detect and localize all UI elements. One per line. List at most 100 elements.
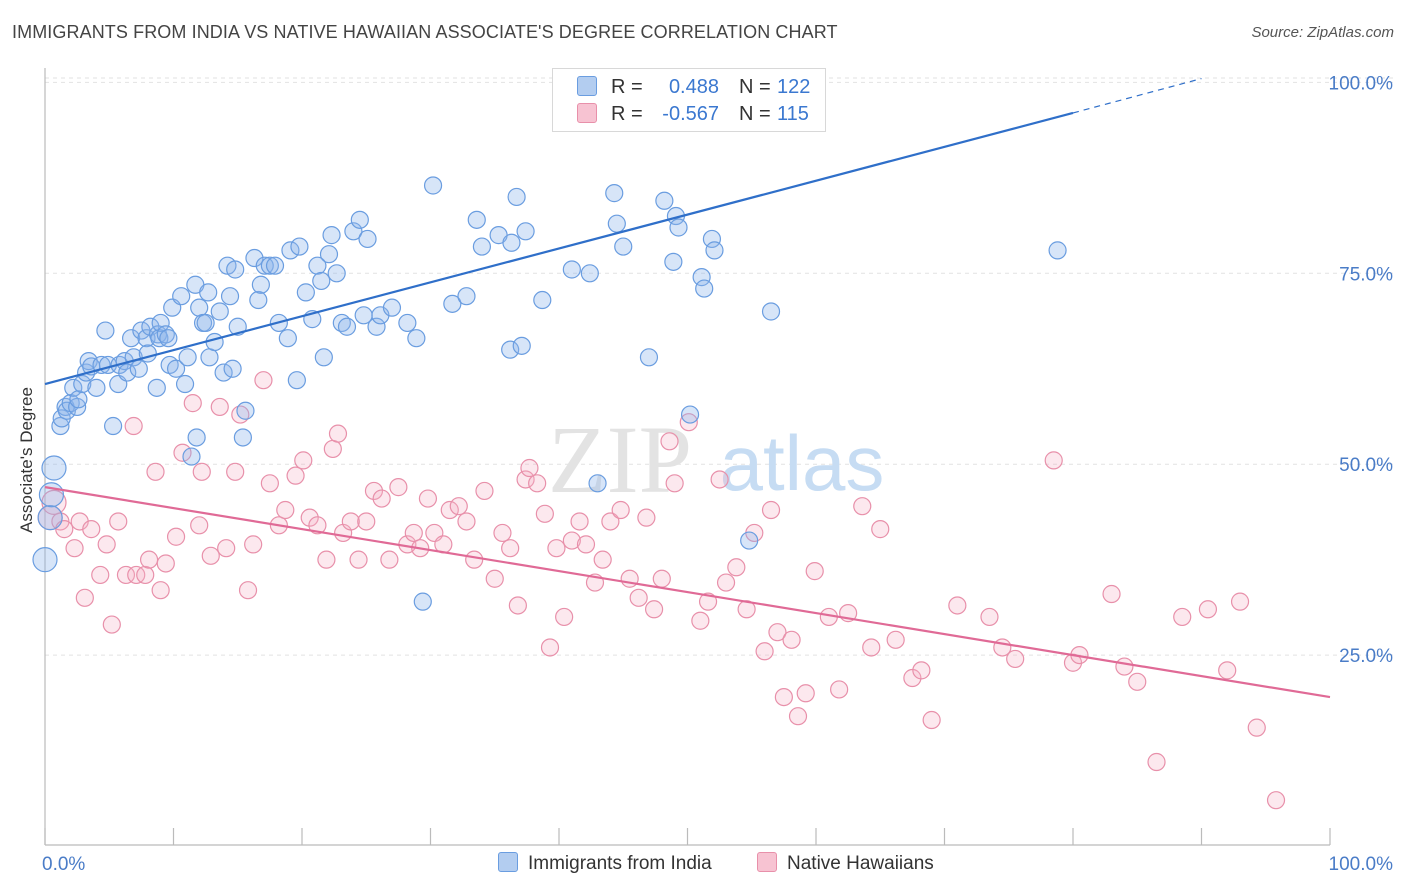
hawaiian-point	[520, 458, 539, 478]
india-point	[407, 329, 426, 348]
india-point	[172, 287, 191, 306]
hawaiian-point	[418, 489, 438, 508]
hawaiian-point	[761, 500, 781, 520]
hawaiian-point	[294, 451, 313, 470]
india-point	[121, 329, 141, 348]
india-point	[580, 264, 599, 283]
y-tick-label: 50.0%	[1339, 455, 1393, 476]
india-point	[413, 592, 432, 611]
hawaiian-point	[91, 565, 110, 585]
legend-r-value: -0.567	[662, 103, 719, 125]
hawaiian-point	[260, 474, 279, 493]
legend-item-india: Immigrants from India	[498, 852, 712, 875]
grid-lines	[45, 77, 1395, 656]
india-point	[588, 474, 607, 493]
hawaiian-point	[192, 462, 211, 481]
india-point	[37, 505, 63, 531]
hawaiian-point	[637, 508, 656, 527]
india-point	[38, 482, 65, 508]
hawaiian-point	[226, 462, 245, 481]
india-point	[199, 283, 218, 302]
hawaiian-point	[796, 684, 815, 703]
hawaiian-point	[679, 413, 698, 432]
source-label: Source: ZipAtlas.com	[1251, 24, 1394, 41]
legend-n-label: N =	[739, 76, 771, 98]
legend-label-india: Immigrants from India	[528, 853, 712, 874]
chart-title: IMMIGRANTS FROM INDIA VS NATIVE HAWAIIAN…	[12, 22, 838, 42]
hawaiian-point	[1102, 584, 1121, 604]
legend-r-label: R =	[611, 76, 643, 98]
india-point	[702, 229, 722, 249]
india-point	[507, 187, 526, 207]
hawaiian-point	[871, 520, 890, 539]
hawaiian-point	[1115, 657, 1134, 676]
hawaiian-point	[109, 512, 128, 531]
hawaiian-point	[449, 497, 468, 516]
india-point	[137, 329, 156, 348]
india-point	[236, 401, 255, 420]
india-point	[692, 268, 711, 287]
legend-swatch-pink	[757, 852, 777, 872]
y-tick-label: 25.0%	[1339, 646, 1393, 667]
india-point	[607, 214, 626, 233]
hawaiian-point	[380, 550, 399, 569]
x-tick-label-max: 100.0%	[1329, 854, 1394, 875]
hawaiian-point	[146, 462, 165, 481]
hawaiian-point	[139, 550, 159, 569]
trend-line-hawaiian	[44, 486, 1331, 699]
hawaiian-point	[629, 588, 648, 607]
hawaiian-point	[341, 512, 360, 531]
hawaiian-point	[328, 424, 348, 443]
hawaiian-point	[116, 565, 136, 585]
hawaiian-point	[276, 500, 295, 520]
hawaiian-point	[124, 416, 143, 436]
hawaiian-point	[364, 481, 384, 501]
hawaiian-point	[570, 512, 589, 531]
legend-row-hawaiian: R = -0.567 N = 115	[577, 103, 809, 127]
india-point	[32, 547, 58, 573]
india-point	[605, 184, 624, 203]
india-point	[73, 374, 92, 394]
india-point	[178, 348, 197, 367]
india-point	[367, 317, 386, 336]
india-point	[104, 416, 123, 436]
india-point	[245, 248, 264, 268]
india-point	[664, 252, 683, 271]
india-point	[87, 378, 106, 397]
india-point	[443, 294, 462, 313]
hawaiian-point	[516, 470, 535, 489]
india-point	[1048, 241, 1067, 260]
india-point	[129, 359, 148, 378]
india-point	[516, 222, 535, 241]
hawaiian-point	[151, 581, 170, 600]
india-point	[398, 313, 417, 333]
hawaiian-point	[886, 630, 905, 649]
india-point	[147, 378, 166, 397]
india-point	[68, 397, 87, 417]
watermark-atlas: atlas	[720, 419, 885, 507]
india-point	[312, 271, 331, 291]
watermark-zip: ZIP	[548, 406, 692, 513]
hawaiian-point	[201, 546, 220, 565]
hawaiian-point	[244, 535, 263, 554]
india-point	[175, 374, 195, 394]
hawaiian-point	[210, 397, 229, 417]
india-point	[457, 287, 476, 306]
india-point	[382, 298, 402, 317]
legend-swatch-blue	[577, 76, 597, 96]
india-point	[210, 302, 229, 321]
y-tick-label: 100.0%	[1329, 73, 1394, 94]
india-point	[761, 302, 781, 321]
hawaiian-point	[1218, 661, 1237, 680]
india-point	[287, 371, 306, 390]
india-point	[182, 447, 201, 466]
india-point	[214, 363, 233, 382]
india-point	[278, 329, 297, 348]
hawaiian-point	[768, 623, 787, 642]
india-point	[322, 226, 341, 245]
hawaiian-point	[136, 565, 155, 585]
hawaiian-point	[465, 550, 484, 569]
india-point	[159, 329, 178, 348]
india-point	[314, 348, 333, 367]
